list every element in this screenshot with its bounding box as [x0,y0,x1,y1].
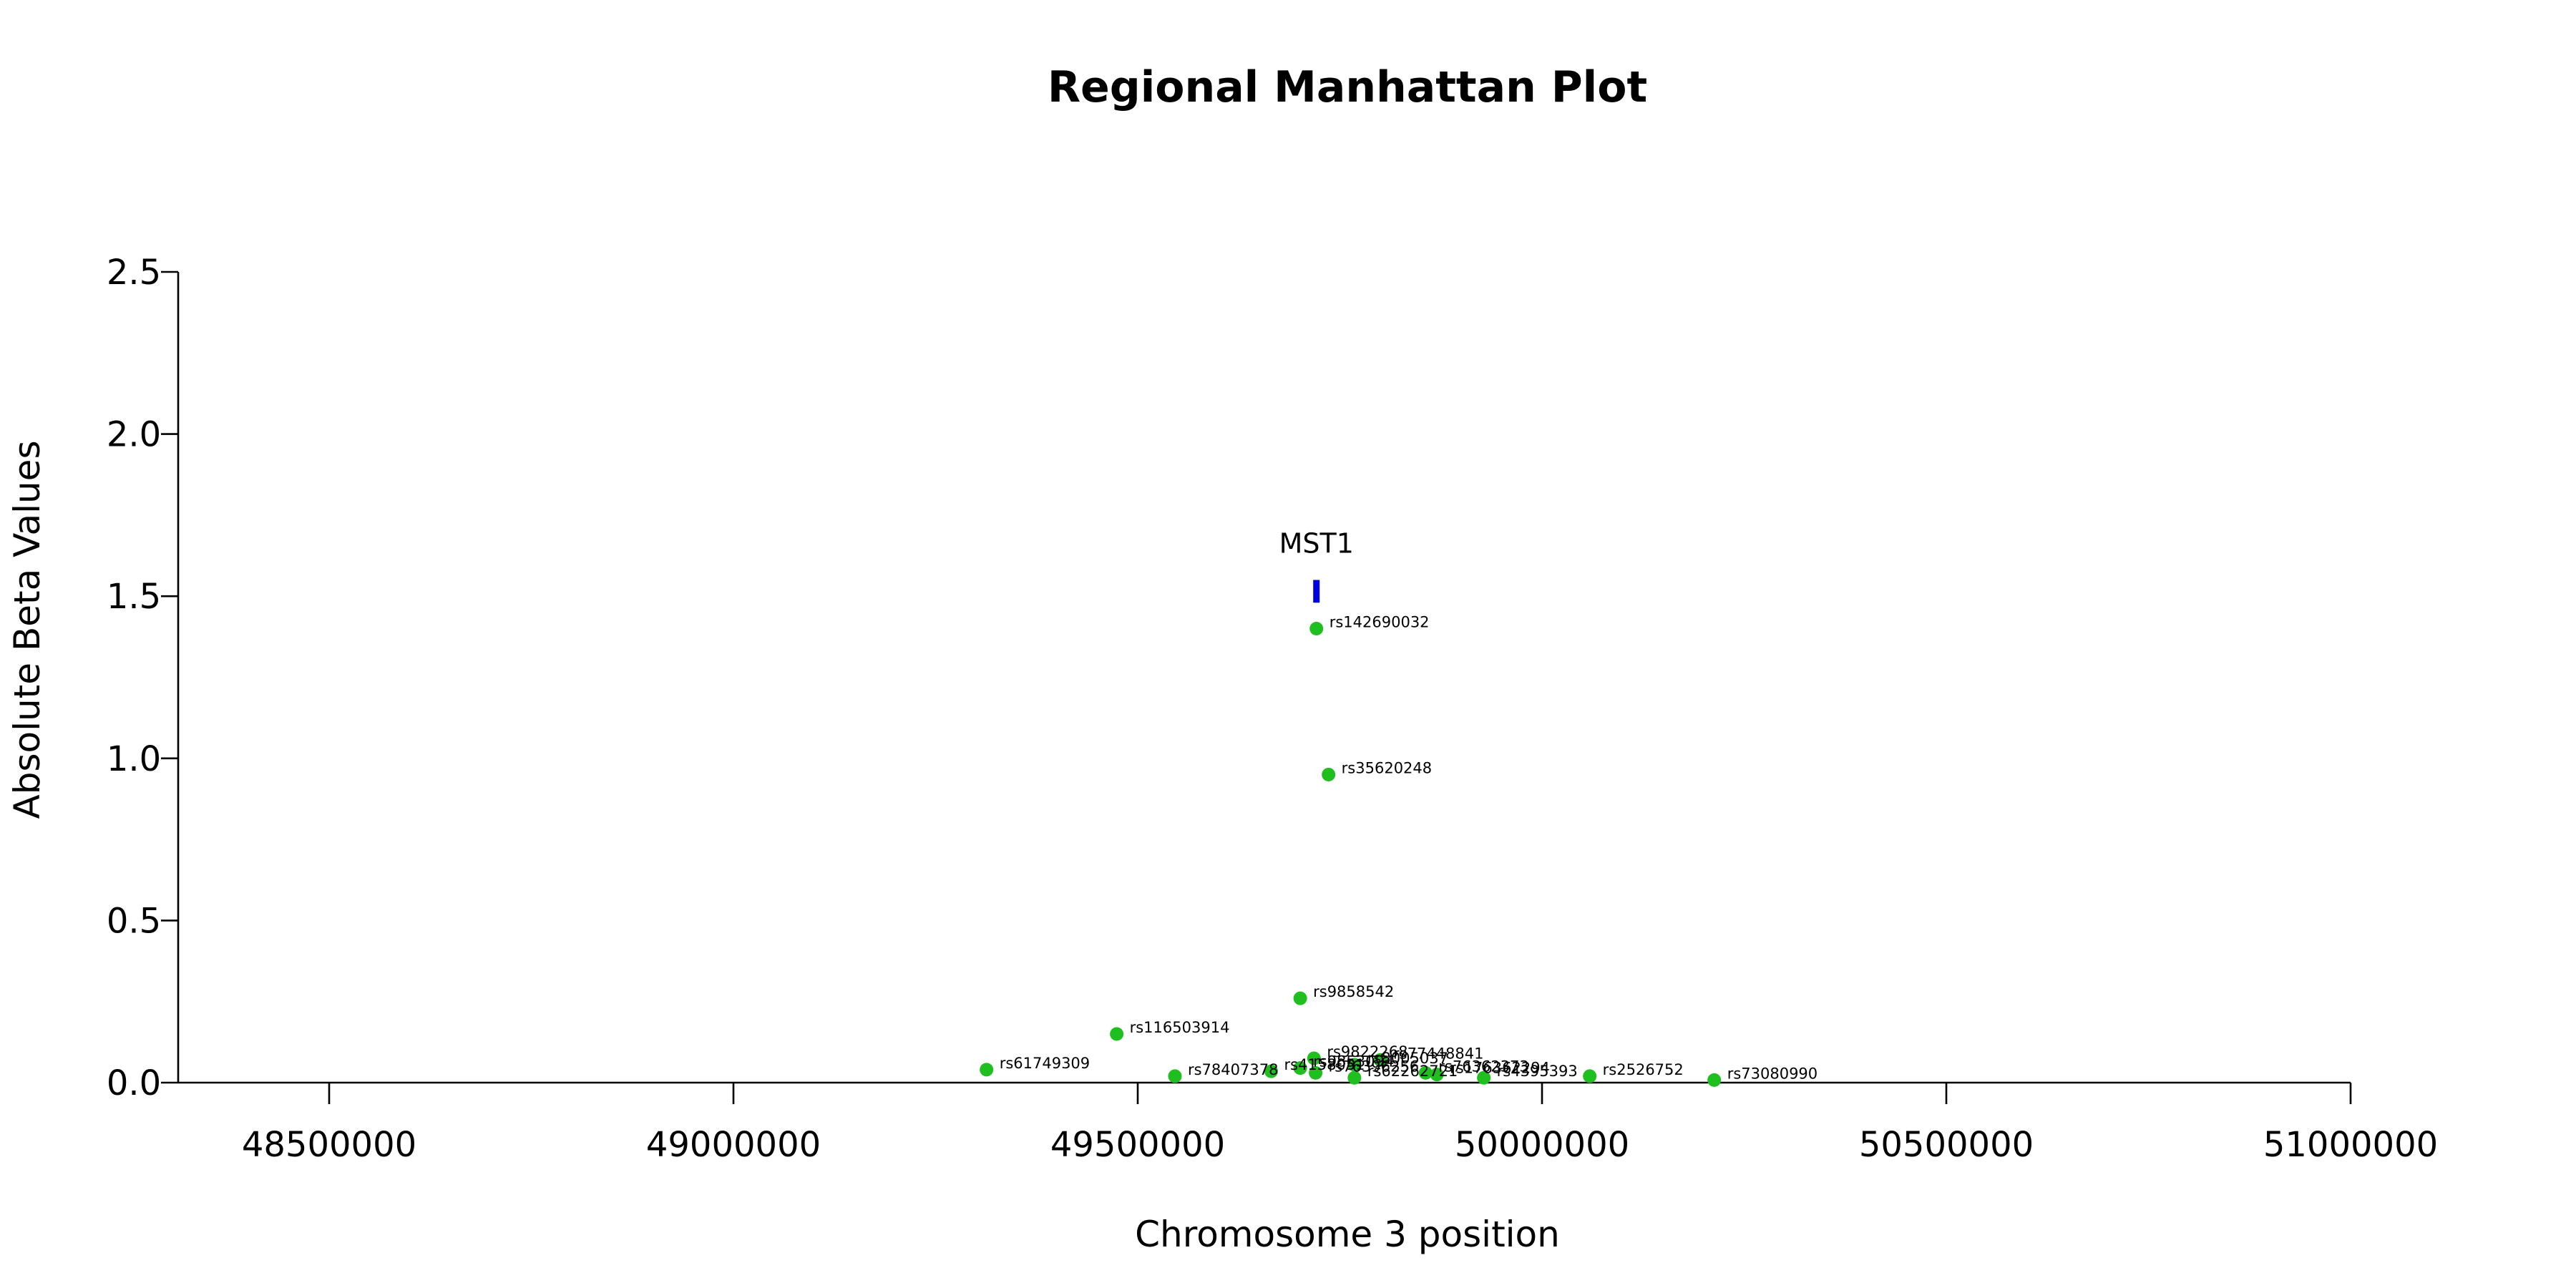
x-axis-title: Chromosome 3 position [1135,1214,1560,1255]
point-label: rs61749309 [1000,1055,1090,1072]
chart-title: Regional Manhattan Plot [1048,62,1647,112]
labels-layer: rs142690032 rs35620248 rs9858542 rs11650391… [1000,614,1818,1083]
y-tick-label: 1.0 [107,739,161,779]
data-point [1322,767,1336,781]
x-tick-label: 48500000 [242,1125,416,1165]
data-point [1418,1065,1433,1080]
point-label: rs73080990 [1727,1065,1818,1082]
point-label: rs62262721 [1367,1063,1458,1080]
point-label: rs8005037 [1367,1050,1448,1067]
points-layer [980,622,1722,1087]
point-label: rs176362294 [1450,1060,1550,1077]
point-label: rs2526752 [1603,1061,1684,1078]
y-tick-label: 2.0 [107,415,161,455]
data-point [1347,1070,1362,1085]
x-axis: 48500000 49000000 49500000 50000000 50500000… [178,1081,2438,1165]
y-axis-title: Absolute Beta Values [6,441,48,819]
data-point [1707,1073,1722,1087]
data-point [1477,1070,1491,1085]
point-label: rs9822268 [1327,1043,1407,1060]
data-point [1373,1053,1387,1067]
y-tick-label: 1.5 [107,577,161,617]
data-point [1347,1058,1362,1072]
data-point [1168,1069,1182,1083]
y-axis: 0.0 0.5 1.0 1.5 2.0 2.5 [107,253,180,1103]
point-label: rs77448841 [1393,1045,1483,1062]
point-label: rs142690032 [1330,614,1430,631]
data-point [1309,622,1324,636]
data-point [1264,1064,1278,1078]
gene-layer: MST1 [1279,528,1354,603]
data-point [1293,1061,1307,1075]
y-tick-label: 0.5 [107,901,161,941]
y-tick-label: 2.5 [107,253,161,293]
data-point [1430,1068,1444,1082]
x-tick-label: 51000000 [2263,1125,2438,1165]
x-tick-label: 50500000 [1859,1125,2034,1165]
point-label: rs76362373 [1438,1058,1528,1075]
point-label: rs35620248 [1342,759,1432,776]
x-tick-label: 49500000 [1050,1125,1225,1165]
x-tick-label: 49000000 [646,1125,821,1165]
data-point [1293,991,1307,1005]
data-point [1583,1069,1597,1083]
data-point [1307,1051,1321,1065]
point-label: rs116503914 [1130,1019,1230,1036]
point-label: rs9853094 [1313,1053,1394,1070]
data-point [980,1063,994,1077]
y-tick-label: 0.0 [107,1063,161,1103]
data-point [1110,1027,1124,1041]
point-label: rs78407378 [1188,1061,1278,1078]
point-label: rs4395393 [1497,1063,1578,1080]
data-point [1309,1065,1323,1080]
x-tick-label: 50000000 [1455,1125,1629,1165]
point-label: rs9858542 [1313,983,1394,1000]
point-label: rs76396256 [1329,1058,1419,1075]
gene-label: MST1 [1279,528,1354,560]
point-label: rs4158051 [1284,1056,1365,1073]
